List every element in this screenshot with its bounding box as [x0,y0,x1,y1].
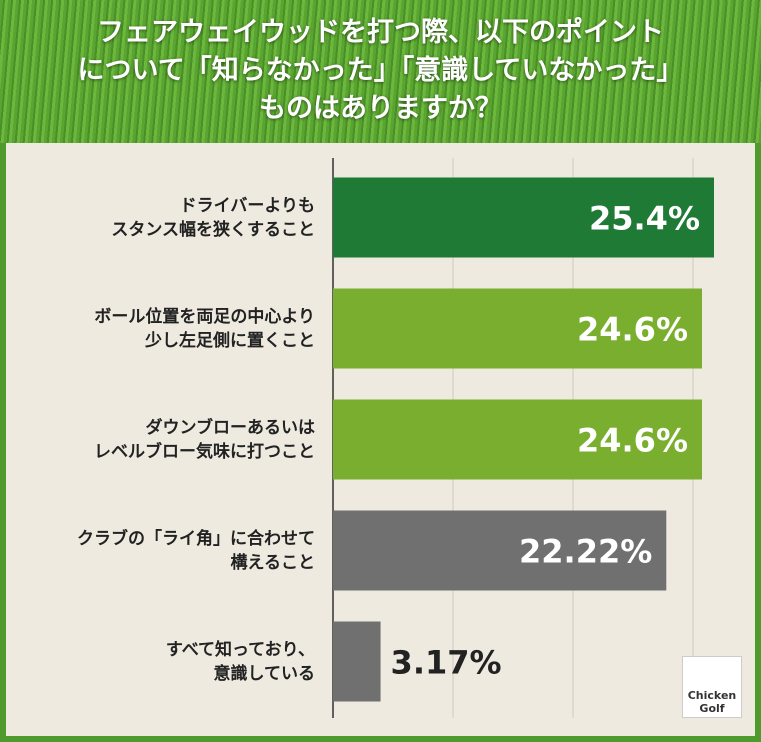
category-label: ダウンブローあるいは レベルブロー気味に打つこと [94,417,315,462]
category-label: すべて知っており、 意識している [165,639,315,684]
value-label: 25.4% [589,200,700,238]
bar [333,177,714,258]
header: フェアウェイウッドを打つ際、以下のポイント について「知らなかった」「意識してい… [0,0,761,143]
value-label: 22.22% [519,533,652,571]
category-label: クラブの「ライ角」に合わせて 構えること [77,528,315,573]
chart-title: フェアウェイウッドを打つ際、以下のポイント について「知らなかった」「意識してい… [77,17,684,124]
value-label: 24.6% [577,422,688,460]
value-label: 3.17% [391,644,502,682]
bar [333,621,381,702]
bar [333,399,702,480]
logo: Chicken Golf [682,656,742,718]
value-label: 24.6% [577,311,688,349]
bar [333,510,667,591]
category-label: ドライバーよりも スタンス幅を狭くすること [111,195,315,240]
bar [333,288,702,369]
category-label: ボール位置を両足の中心より 少し左足側に置くこと [94,306,315,351]
